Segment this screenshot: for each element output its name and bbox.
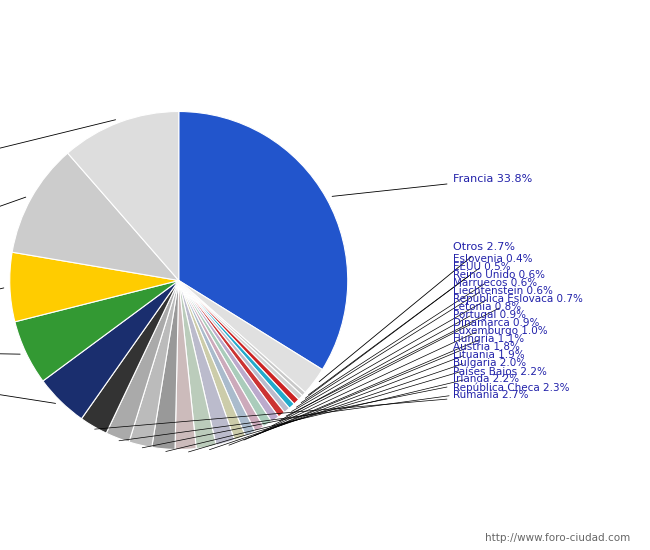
Wedge shape [179,280,302,399]
Text: Países Bajos 2.2%: Países Bajos 2.2% [166,366,547,452]
Text: Portugal 0.9%: Portugal 0.9% [272,310,526,426]
Wedge shape [68,112,179,280]
Wedge shape [81,280,179,433]
Wedge shape [179,280,272,427]
Text: EEUU 0.5%: EEUU 0.5% [306,262,510,398]
Wedge shape [179,280,235,446]
Text: Hungría 1.1%: Hungría 1.1% [244,334,524,440]
Wedge shape [179,280,279,422]
Wedge shape [175,280,196,449]
Text: Bulgaria 2.0%: Bulgaria 2.0% [188,358,526,452]
Text: Bélgica 11.4%: Bélgica 11.4% [0,120,116,188]
Wedge shape [179,112,348,370]
Text: Rumanía 2.7%: Rumanía 2.7% [95,390,528,429]
Wedge shape [179,280,255,436]
Text: Agullana - Turistas extranjeros según país - Abril de 2024: Agullana - Turistas extranjeros según pa… [115,13,535,29]
Text: República Checa 2.3%: República Checa 2.3% [119,382,569,441]
Wedge shape [15,280,179,381]
Wedge shape [179,280,294,408]
Wedge shape [179,280,263,431]
Wedge shape [179,280,299,404]
Wedge shape [179,280,216,449]
Wedge shape [129,280,179,447]
Text: Reino Unido 0.6%: Reino Unido 0.6% [301,270,545,403]
Text: Eslovenia 0.4%: Eslovenia 0.4% [309,254,532,395]
Wedge shape [12,153,179,280]
Text: Liechtenstein 0.6%: Liechtenstein 0.6% [292,286,552,411]
Text: Dinamarca 0.9%: Dinamarca 0.9% [263,318,539,431]
Text: Francia 33.8%: Francia 33.8% [332,174,532,196]
Text: Suecia 10.9%: Suecia 10.9% [0,197,26,260]
Text: Lituania 1.9%: Lituania 1.9% [209,350,524,450]
Text: República Eslovaca 0.7%: República Eslovaca 0.7% [286,294,582,416]
Text: http://www.foro-ciudad.com: http://www.foro-ciudad.com [486,532,630,543]
Wedge shape [179,280,322,393]
Wedge shape [179,280,306,395]
Wedge shape [179,280,246,440]
Wedge shape [106,280,179,442]
Wedge shape [151,280,179,449]
Text: Austria 1.8%: Austria 1.8% [229,342,519,445]
Text: Irlanda 2.2%: Irlanda 2.2% [142,375,519,448]
Text: Luxemburgo 1.0%: Luxemburgo 1.0% [254,326,547,436]
Text: Otros 2.7%: Otros 2.7% [319,241,515,382]
Wedge shape [43,280,179,419]
Text: Alemania 6.6%: Alemania 6.6% [0,288,4,328]
Wedge shape [179,280,285,417]
Text: Letonia 0.8%: Letonia 0.8% [280,302,521,421]
Text: Italia 6.2%: Italia 6.2% [0,346,20,356]
Text: Polonia 5.1%: Polonia 5.1% [0,368,55,403]
Wedge shape [10,252,179,322]
Wedge shape [179,280,289,412]
Text: Marruecos 0.6%: Marruecos 0.6% [296,278,537,407]
